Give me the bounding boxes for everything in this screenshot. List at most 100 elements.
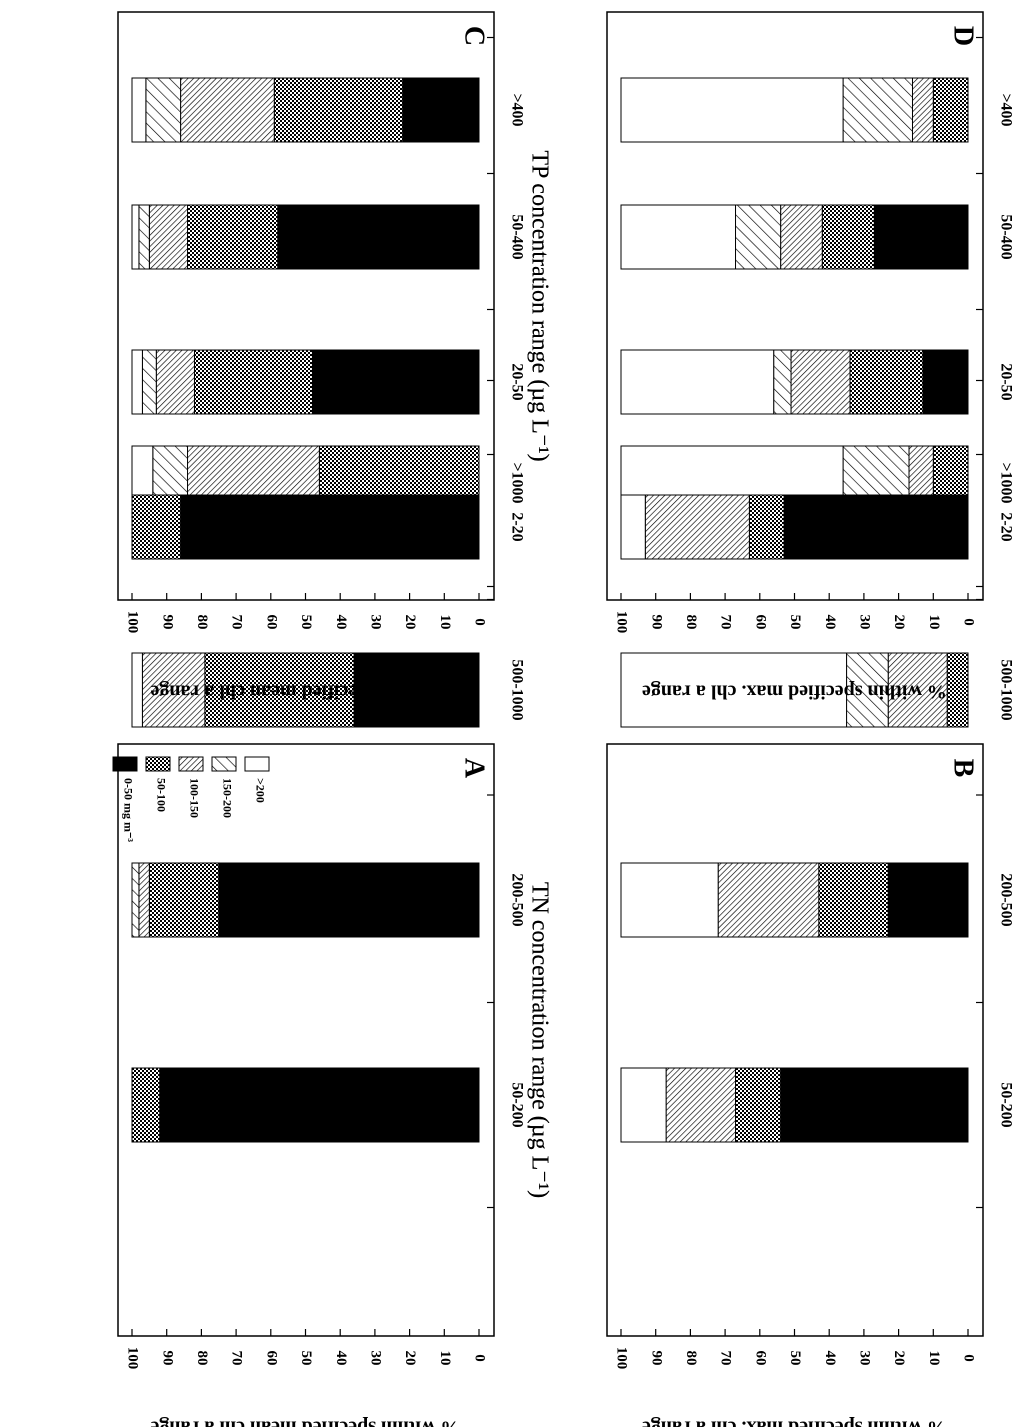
x-tick-label: >1000	[997, 462, 1014, 503]
bar-segment	[735, 1067, 782, 1143]
y-tick-label: 10	[926, 1351, 942, 1366]
legend-label: >200	[253, 778, 267, 803]
bar-segment	[180, 77, 275, 143]
y-tick-label: 30	[856, 1351, 872, 1366]
y-tick-label: 60	[752, 615, 768, 630]
bar-segment	[946, 652, 969, 728]
bar-segment	[311, 349, 480, 415]
bar-segment	[842, 77, 913, 143]
y-tick-label: 60	[752, 1351, 768, 1366]
bar-segment	[353, 652, 480, 728]
y-tick-label: 90	[159, 615, 175, 630]
bar-segment	[818, 862, 889, 938]
y-tick-label: 80	[194, 615, 210, 630]
panel-d: 0 10 20 30 40 50 60 70 80 90 100 2-20 20-50 50-400 >40…	[526, 11, 1014, 702]
y-tick-label: 80	[683, 615, 699, 630]
panel-c: 0 10 20 30 40 50 60 70 80 90 100 2-20 20-50 50-400 >40…	[117, 11, 553, 702]
panel-b: 010203040506070809010050-200200-500500-1…	[526, 379, 1014, 1427]
bar-segment	[402, 77, 480, 143]
bar-segment	[131, 862, 140, 938]
y-axis-label: % within specified max. chl a range	[642, 680, 947, 702]
x-axis-label: TP concentration range (µg L⁻¹)	[526, 150, 552, 461]
legend-swatch	[145, 756, 171, 772]
panel-a: 010203040506070809010050-200200-500500-1…	[117, 379, 553, 1427]
y-axis-label: % within specified mean chl a range	[150, 1416, 460, 1427]
y-tick-label: 100	[125, 611, 141, 634]
bar-segment	[780, 204, 823, 270]
x-tick-label: >400	[508, 93, 525, 126]
bar-segment	[148, 862, 220, 938]
y-tick-label: 70	[718, 615, 734, 630]
panel-letter: C	[459, 26, 490, 46]
x-tick-label: 20-50	[997, 363, 1014, 400]
bar-segment	[911, 77, 934, 143]
bar-segment	[131, 77, 147, 143]
bar-segment	[873, 204, 969, 270]
legend-swatch	[211, 756, 237, 772]
bar-segment	[620, 862, 719, 938]
bar-segment	[620, 349, 775, 415]
y-tick-label: 50	[787, 1351, 803, 1366]
bar-segment	[180, 494, 480, 560]
bar-segment	[273, 77, 404, 143]
y-tick-label: 50	[298, 615, 314, 630]
y-tick-label: 0	[472, 1354, 488, 1362]
x-tick-label: 50-200	[997, 1082, 1014, 1127]
bar-segment	[620, 1067, 667, 1143]
bar-segment	[155, 349, 195, 415]
y-tick-label: 10	[437, 1351, 453, 1366]
y-tick-label: 10	[437, 615, 453, 630]
y-tick-label: 100	[125, 1347, 141, 1370]
bar-segment	[821, 204, 875, 270]
bar-segment	[138, 204, 150, 270]
bar-segment	[620, 77, 844, 143]
bar-segment	[620, 204, 737, 270]
bar-segment	[131, 494, 182, 560]
bar-segment	[193, 349, 313, 415]
legend-swatch	[178, 756, 204, 772]
y-tick-label: 50	[787, 615, 803, 630]
bar-segment	[218, 862, 480, 938]
x-tick-label: >400	[997, 93, 1014, 126]
y-tick-label: 70	[229, 615, 245, 630]
y-tick-label: 0	[472, 618, 488, 626]
bar-segment	[620, 652, 848, 728]
bar-segment	[748, 494, 785, 560]
bar-segment	[887, 862, 969, 938]
bar-segment	[735, 204, 782, 270]
x-tick-label: 200-500	[997, 873, 1014, 926]
x-tick-label: 50-200	[508, 1082, 525, 1127]
panel-letter: A	[459, 758, 490, 779]
x-axis-label: TN concentration range (µg L⁻¹)	[526, 882, 552, 1198]
y-tick-label: 90	[159, 1351, 175, 1366]
x-tick-label: >1000	[508, 462, 525, 503]
y-tick-label: 80	[683, 1351, 699, 1366]
bar-segment	[159, 1067, 480, 1143]
y-tick-label: 100	[614, 611, 630, 634]
plot-frame	[117, 743, 495, 1337]
bar-segment	[644, 494, 750, 560]
bar-segment	[717, 862, 820, 938]
bar-segment	[932, 77, 969, 143]
y-tick-label: 20	[891, 615, 907, 630]
legend-label: 50-100	[154, 778, 168, 812]
y-tick-label: 40	[822, 615, 838, 630]
y-tick-label: 30	[367, 615, 383, 630]
y-tick-label: 0	[961, 1354, 977, 1362]
y-tick-label: 20	[402, 1351, 418, 1366]
x-tick-label: 2-20	[997, 512, 1014, 541]
bar-segment	[922, 349, 969, 415]
legend-label: 0-50 mg m⁻³	[121, 778, 135, 842]
y-tick-label: 60	[263, 1351, 279, 1366]
bar-segment	[849, 349, 924, 415]
y-axis-label: % within specified mean chl a range	[150, 680, 460, 702]
panel-letter: D	[948, 26, 979, 46]
bar-segment	[131, 204, 140, 270]
y-tick-label: 30	[367, 1351, 383, 1366]
bar-segment	[145, 77, 182, 143]
y-axis-label: % within specified max. chl a range	[642, 1416, 947, 1427]
y-tick-label: 50	[298, 1351, 314, 1366]
y-tick-label: 0	[961, 618, 977, 626]
panel-letter: B	[948, 759, 979, 778]
